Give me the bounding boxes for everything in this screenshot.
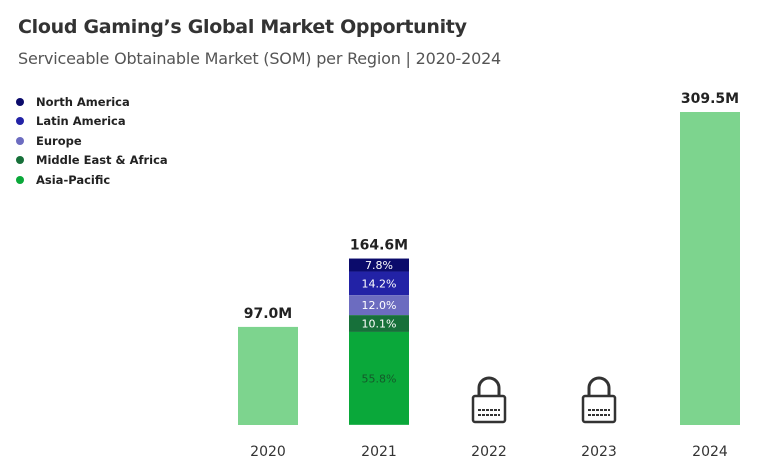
chart-subtitle: Serviceable Obtainable Market (SOM) per … xyxy=(18,49,502,68)
legend-label: Asia-Pacific xyxy=(36,172,111,187)
segment-label: 12.0% xyxy=(362,299,397,312)
segment-label: 14.2% xyxy=(362,277,397,290)
bar-segment xyxy=(349,315,409,332)
legend-dot xyxy=(16,156,24,165)
segment-label: 10.1% xyxy=(362,318,397,331)
legend-item: North America xyxy=(16,92,168,112)
bar xyxy=(238,326,298,425)
legend-item: Middle East & Africa xyxy=(16,151,168,171)
bar-segment xyxy=(349,295,409,316)
legend-item: Europe xyxy=(16,131,168,151)
total-label: 97.0M xyxy=(244,306,292,322)
legend-dot xyxy=(16,175,24,184)
legend-label: Middle East & Africa xyxy=(36,153,168,168)
bar-segment xyxy=(349,331,409,425)
segment-label: 7.8% xyxy=(365,259,393,272)
legend-item: Latin America xyxy=(16,112,168,132)
legend-label: Latin America xyxy=(36,114,126,129)
bar xyxy=(680,112,740,425)
segment-label: 55.8% xyxy=(362,372,397,385)
x-tick-label: 2021 xyxy=(361,444,397,460)
x-tick-label: 2023 xyxy=(581,444,617,460)
legend-dot xyxy=(16,117,24,126)
legend-label: North America xyxy=(36,94,130,109)
x-tick-label: 2020 xyxy=(250,444,286,460)
legend-item: Asia-Pacific xyxy=(16,170,168,190)
lock-icon xyxy=(581,376,617,424)
x-tick-label: 2024 xyxy=(692,444,728,460)
legend-dot xyxy=(16,136,24,145)
x-tick-label: 2022 xyxy=(471,444,507,460)
total-label: 309.5M xyxy=(681,91,739,107)
bar-segment xyxy=(349,271,409,296)
total-label: 164.6M xyxy=(350,238,408,254)
chart-title: Cloud Gaming’s Global Market Opportunity xyxy=(18,16,467,38)
legend-label: Europe xyxy=(36,133,82,148)
legend: North America Latin America Europe Middl… xyxy=(16,92,168,190)
bar-segment xyxy=(349,258,409,272)
lock-icon xyxy=(471,376,507,424)
legend-dot xyxy=(16,97,24,106)
